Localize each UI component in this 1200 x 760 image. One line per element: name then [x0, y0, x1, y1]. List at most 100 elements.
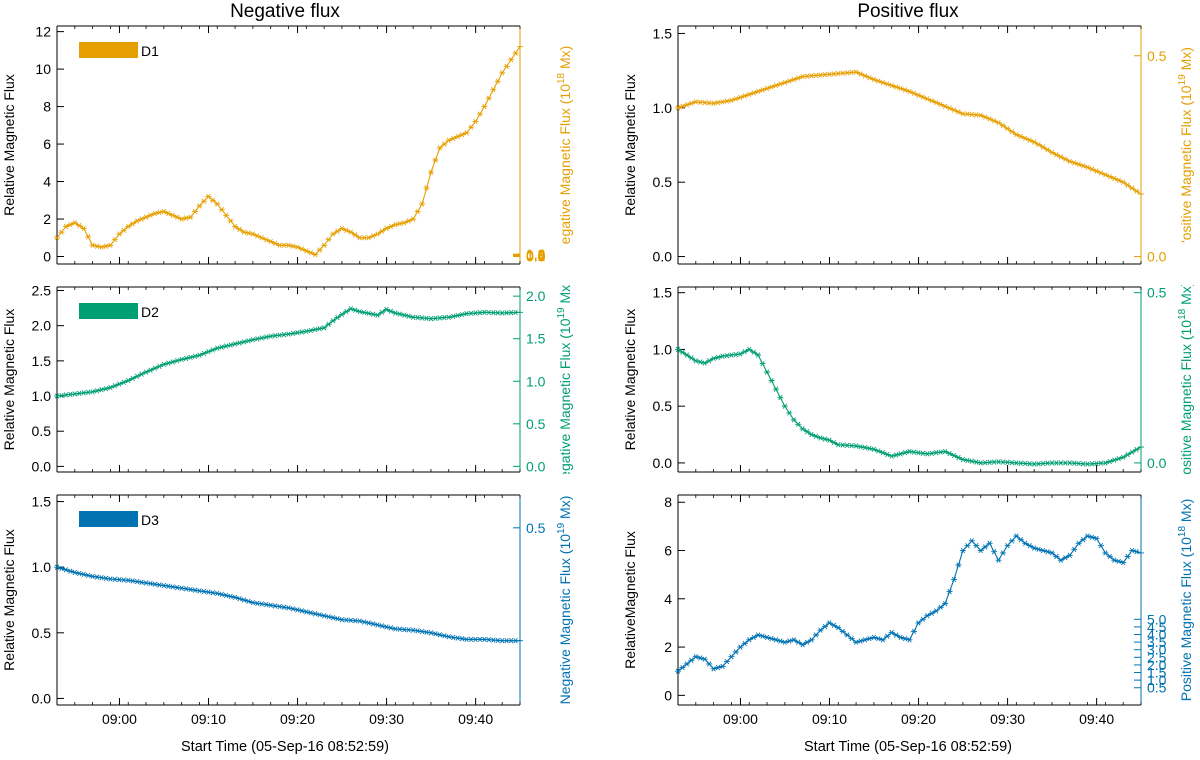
data-point [71, 391, 78, 397]
data-point [928, 610, 935, 616]
data-point [454, 312, 461, 319]
data-point [986, 116, 993, 122]
data-point [910, 628, 917, 635]
data-point [1044, 549, 1051, 555]
data-point [116, 381, 123, 387]
data-point [906, 637, 913, 643]
data-point [80, 390, 87, 396]
panel-negative-d3: 09:00 09:10 09:20 09:30 09:40 0.0 0.5 1.0 1.5 0.5… [1, 494, 573, 727]
data-point [675, 346, 681, 353]
data-point [303, 248, 310, 254]
data-point [688, 355, 695, 361]
data-point [223, 343, 230, 349]
data-point [1026, 137, 1033, 143]
panel-negative-d1: 0 2 4 6 8 10 12 0.00.20.40.60.81.01.2 Relative M… [1, 24, 573, 265]
y2-label-exponent: 19 [1177, 74, 1188, 86]
data-point [370, 621, 377, 627]
data-point [799, 426, 806, 432]
data-point [312, 326, 319, 333]
legend-label: D2 [141, 304, 159, 320]
x-tick-label: 09:00 [723, 711, 758, 727]
y2-tick-label: 0.5 [526, 416, 546, 432]
data-point [343, 308, 350, 315]
data-point [790, 417, 797, 423]
data-point [942, 103, 949, 109]
data-point [790, 76, 797, 83]
y-axis-label: RelativeMagnetic Flux [622, 531, 638, 669]
data-point [156, 363, 163, 369]
data-point [307, 250, 314, 256]
data-point [85, 234, 92, 240]
data-point [312, 251, 319, 258]
data-point [111, 236, 118, 243]
data-point [410, 216, 417, 222]
data-point [254, 336, 261, 342]
x-tick-label: 09:30 [990, 711, 1025, 727]
data-point [316, 612, 323, 618]
y-tick-label: 1.5 [653, 25, 673, 41]
data-point [688, 100, 695, 107]
data-point [764, 369, 771, 375]
data-point [1004, 543, 1011, 549]
data-point [289, 606, 296, 612]
data-point [361, 619, 368, 625]
data-point [986, 540, 993, 546]
data-point [85, 572, 92, 579]
data-point [218, 591, 225, 598]
data-point [924, 451, 931, 457]
data-point [755, 352, 762, 358]
y-tick-label: 4 [43, 174, 51, 190]
data-point [263, 601, 270, 608]
data-point [414, 208, 421, 215]
data-point [80, 571, 87, 578]
data-point [120, 379, 127, 385]
data-point [813, 433, 820, 439]
y2-tick-label: 1.5 [1147, 665, 1167, 681]
data-point [151, 365, 158, 371]
data-point [755, 632, 762, 638]
y2-tick-label: 0.0 [1147, 455, 1167, 471]
data-point [991, 549, 998, 555]
data-point [481, 103, 488, 110]
data-point [392, 221, 399, 228]
data-point [772, 637, 779, 643]
data-point [732, 351, 739, 358]
data-point [338, 225, 345, 232]
y2-label-unit: Mx) [557, 280, 573, 307]
data-point [884, 451, 891, 458]
data-point [866, 635, 873, 642]
data-point [285, 242, 292, 248]
series-markers [54, 564, 523, 644]
legend-swatch [79, 303, 138, 319]
data-point [710, 355, 717, 362]
data-point [1071, 546, 1078, 552]
data-point [853, 639, 860, 645]
data-point [919, 94, 926, 100]
data-point [240, 597, 247, 603]
data-point [432, 631, 439, 637]
data-point [85, 389, 92, 396]
y2-label-text: egative Magnetic Flux (10 [557, 84, 573, 245]
data-point [732, 96, 739, 102]
data-point [94, 243, 101, 249]
data-point [706, 661, 713, 667]
data-point [232, 223, 239, 230]
data-point [942, 448, 949, 455]
y2-tick-label: 2.5 [1147, 649, 1167, 665]
data-point [289, 330, 296, 337]
data-point [839, 628, 846, 635]
data-point [187, 214, 194, 220]
data-point [436, 145, 443, 151]
data-point [1133, 549, 1140, 555]
data-point [178, 585, 185, 591]
data-point [160, 361, 167, 368]
data-point [1084, 533, 1091, 539]
x-tick-label: 09:10 [812, 711, 847, 727]
data-point [62, 223, 69, 230]
y2-tick-label: 1.5 [526, 331, 546, 347]
data-point [1066, 552, 1073, 559]
data-point [884, 81, 891, 87]
data-point [396, 311, 403, 317]
y-axis-label: Relative Magnetic Flux [1, 309, 17, 451]
data-point [276, 332, 283, 338]
